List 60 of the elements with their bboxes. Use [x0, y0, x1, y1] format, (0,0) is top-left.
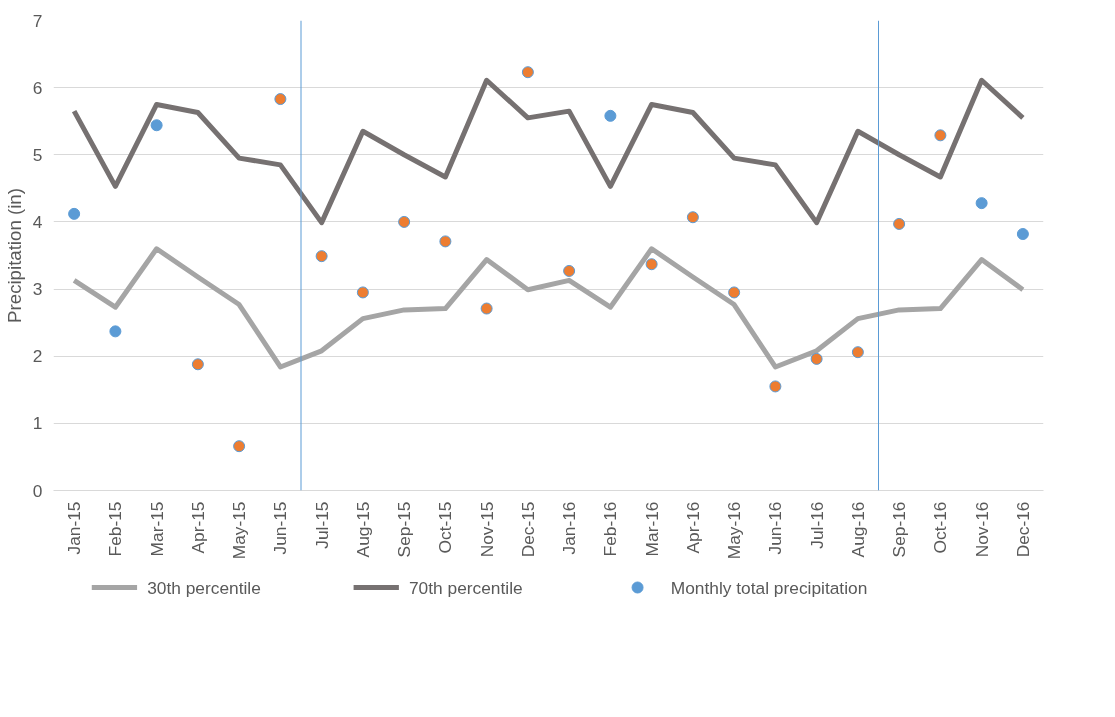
point [851, 346, 864, 359]
x-tick-label: Jul-16 [806, 501, 827, 549]
point [521, 66, 534, 79]
point [604, 109, 617, 122]
point [934, 129, 947, 142]
x-tick-label: Nov-16 [971, 501, 992, 558]
point [274, 93, 287, 106]
x-tick-label: Jan-15 [64, 501, 85, 555]
x-tick-label: Oct-16 [930, 501, 951, 554]
x-tick-label: Feb-15 [105, 501, 126, 557]
point [356, 286, 369, 299]
y-axis-title: Precipitation (in) [3, 188, 25, 323]
x-tick-label: Sep-15 [394, 501, 415, 558]
y-tick-label: 3 [32, 279, 43, 300]
x-tick-label: Jun-15 [270, 501, 291, 555]
point [315, 250, 328, 263]
point [109, 325, 122, 338]
y-tick-label: 6 [32, 77, 43, 98]
y-tick-label: 1 [32, 413, 43, 434]
x-tick-label: Apr-16 [682, 501, 703, 554]
point [439, 235, 452, 248]
point [893, 217, 906, 230]
x-tick-label: Jun-16 [765, 501, 786, 555]
point [769, 380, 782, 393]
x-tick-label: Dec-15 [517, 501, 538, 558]
y-tick-label: 7 [32, 10, 43, 31]
x-tick-label: Apr-15 [187, 501, 208, 554]
legend-label: 30th percentile [147, 577, 261, 598]
x-tick-label: Jan-16 [559, 501, 580, 555]
x-tick-label: Jul-15 [311, 501, 332, 549]
point [686, 211, 699, 224]
point [810, 352, 823, 365]
x-tick-label: Nov-15 [476, 501, 497, 558]
legend-label: Monthly total precipitation [670, 577, 868, 598]
x-tick-label: Aug-15 [352, 501, 373, 558]
y-tick-label: 0 [32, 480, 43, 501]
x-tick-label: Sep-16 [889, 501, 910, 558]
legend-label: 70th percentile [408, 577, 523, 598]
x-tick-label: Aug-16 [847, 501, 868, 558]
x-tick-label: Feb-16 [600, 501, 621, 557]
point [480, 302, 493, 315]
y-tick-label: 4 [32, 211, 43, 232]
x-tick-label: Mar-15 [146, 501, 167, 557]
point [975, 197, 988, 210]
x-tick-label: Dec-16 [1012, 501, 1033, 558]
point [1016, 228, 1029, 240]
point [150, 119, 163, 132]
point [728, 286, 741, 299]
point [398, 215, 411, 228]
point [191, 358, 204, 371]
x-tick-label: Mar-16 [641, 501, 662, 557]
point [645, 258, 658, 271]
y-tick-label: 5 [32, 144, 43, 165]
x-tick-label: May-16 [724, 501, 745, 560]
point [563, 264, 576, 277]
point [68, 207, 81, 220]
x-tick-label: Oct-15 [435, 501, 456, 554]
x-tick-label: May-15 [229, 501, 250, 560]
point [233, 440, 246, 453]
y-tick-label: 2 [32, 346, 43, 367]
